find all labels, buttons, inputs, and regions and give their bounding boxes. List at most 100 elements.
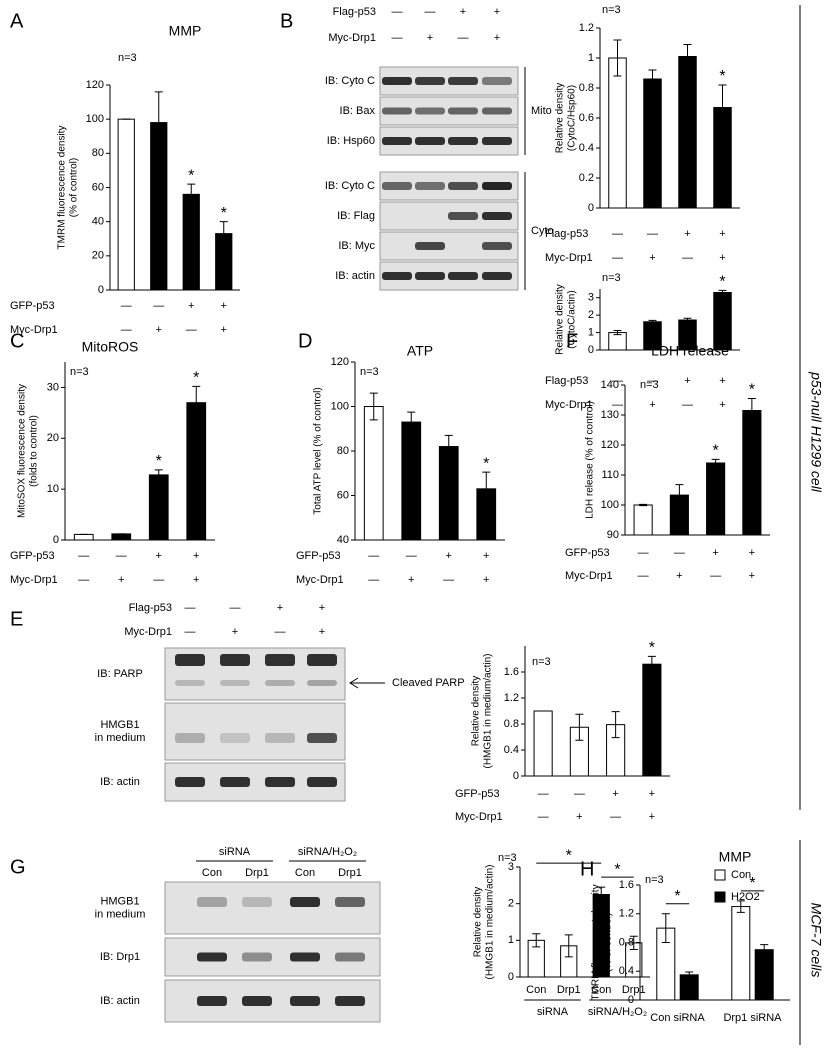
y-tick-label: 3 — [508, 861, 514, 873]
significance: * — [614, 861, 620, 878]
bar — [678, 56, 697, 209]
condition-sign: — — [682, 399, 693, 411]
error-bar — [648, 69, 657, 89]
band — [220, 777, 250, 787]
chart-title: MMP — [169, 23, 202, 39]
blot-strip — [164, 702, 346, 761]
error-bar — [532, 933, 541, 948]
band — [197, 952, 227, 962]
row-label: HMGB1 — [100, 719, 139, 731]
condition-sign: + — [193, 574, 199, 586]
condition-label: Myc-Drp1 — [565, 570, 613, 582]
condition-sign: + — [719, 252, 725, 264]
significance: * — [674, 888, 680, 905]
condition-sign: — — [612, 375, 623, 387]
y-axis-label: Relative density — [555, 83, 566, 154]
significance: * — [719, 68, 725, 85]
condition-label: Myc-Drp1 — [10, 324, 58, 336]
panel-letter: F — [566, 330, 578, 352]
band — [307, 777, 337, 787]
y-axis-label: Total ATP level (% of control) — [313, 387, 324, 514]
error-bar — [675, 484, 684, 507]
y-tick-label: 80 — [337, 445, 349, 457]
x-tick-label: Drp1 siRNA — [723, 1012, 782, 1024]
band — [482, 182, 512, 190]
bar — [111, 533, 132, 541]
band — [242, 952, 272, 962]
group-label: siRNA/H₂O₂ — [588, 1006, 647, 1018]
condition-sign: — — [275, 626, 286, 638]
band — [265, 654, 295, 666]
error-bar — [718, 84, 727, 131]
condition-sign: — — [610, 811, 621, 823]
condition-sign: + — [319, 602, 325, 614]
condition-sign: + — [749, 547, 755, 559]
bar — [608, 332, 627, 351]
bar — [533, 710, 553, 777]
y-tick-label: 110 — [601, 469, 619, 481]
condition-sign: — — [153, 300, 164, 312]
y-tick-label: 60 — [92, 181, 104, 193]
y-tick-label: 0 — [588, 202, 594, 214]
condition-sign: — — [638, 570, 649, 582]
band — [382, 107, 412, 115]
y-axis-label: (% of control) — [69, 158, 80, 217]
band — [482, 242, 512, 250]
y-tick-label: 1.2 — [504, 692, 519, 704]
condition-sign: + — [649, 811, 655, 823]
error-bar — [407, 411, 416, 433]
band — [290, 952, 320, 962]
error-bar — [154, 91, 163, 154]
band — [382, 272, 412, 280]
condition-sign: + — [408, 574, 414, 586]
error-bar — [683, 44, 692, 69]
band — [415, 77, 445, 85]
band — [242, 996, 272, 1006]
error-bar — [219, 221, 228, 247]
condition-label: Flag-p53 — [333, 6, 376, 18]
band — [448, 272, 478, 280]
y-axis-label: (CytoC/Hsp60) — [567, 85, 578, 151]
band — [482, 137, 512, 145]
band — [415, 107, 445, 115]
error-bar — [661, 913, 670, 943]
y-tick-label: 0.8 — [579, 82, 594, 94]
condition-sign: — — [406, 550, 417, 562]
significance: * — [188, 167, 194, 184]
error-bar — [718, 289, 727, 296]
condition-sign: + — [156, 550, 162, 562]
y-tick-label: 120 — [601, 439, 619, 451]
condition-label: Myc-Drp1 — [296, 574, 344, 586]
x-tick-label: Con — [526, 984, 546, 996]
condition-sign: + — [649, 788, 655, 800]
condition-sign: + — [483, 574, 489, 586]
y-tick-label: 0 — [53, 534, 59, 546]
panel-letter: E — [10, 608, 23, 630]
condition-sign: — — [116, 550, 127, 562]
band — [175, 654, 205, 666]
legend-label: Con — [731, 869, 751, 881]
y-tick-label: 0.4 — [579, 142, 594, 154]
row-label: IB: actin — [335, 270, 375, 282]
row-label: HMGB1 — [100, 895, 139, 907]
band — [220, 680, 250, 686]
y-tick-label: 1.6 — [619, 879, 634, 891]
row-label: IB: actin — [100, 995, 140, 1007]
condition-sign: + — [749, 570, 755, 582]
bar — [679, 974, 699, 1001]
bar — [633, 504, 653, 536]
condition-sign: — — [647, 375, 658, 387]
bar — [713, 291, 732, 351]
error-bar — [639, 503, 648, 507]
bar — [742, 410, 762, 536]
y-tick-label: 130 — [601, 409, 619, 421]
significance: * — [566, 847, 572, 864]
y-tick-label: 20 — [47, 432, 59, 444]
band — [307, 680, 337, 686]
y-tick-label: 1 — [508, 934, 514, 946]
band — [415, 272, 445, 280]
row-label: IB: Cyto C — [325, 180, 375, 192]
band — [448, 212, 478, 220]
condition-sign: + — [719, 375, 725, 387]
band — [448, 107, 478, 115]
